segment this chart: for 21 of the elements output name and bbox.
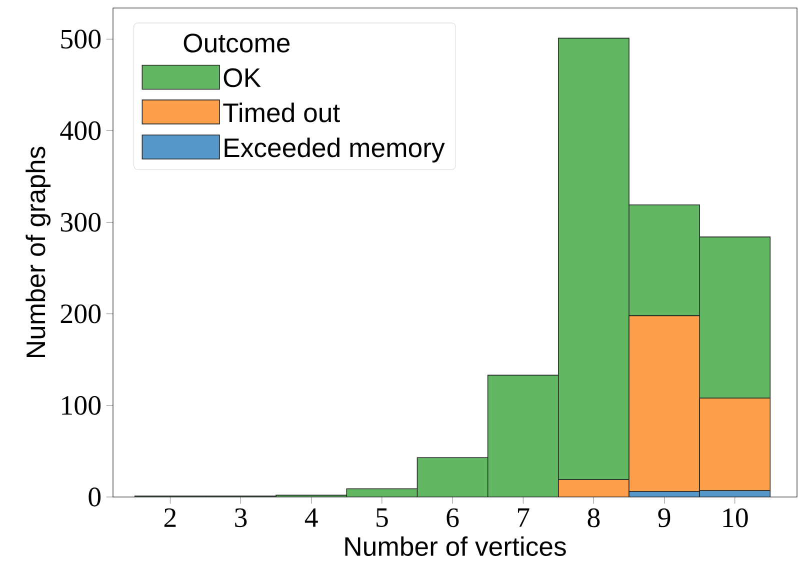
legend-label: Timed out bbox=[223, 102, 340, 122]
x-tick-label: 8 bbox=[588, 508, 600, 528]
x-tick-label: 2 bbox=[164, 508, 176, 527]
x-tick-label: 7 bbox=[518, 508, 530, 527]
y-tick-label: 200 bbox=[60, 304, 101, 324]
x-tick-label: 10 bbox=[723, 508, 748, 528]
legend-title: Outcome bbox=[184, 34, 290, 52]
x-tick-label: 3 bbox=[235, 508, 247, 528]
y-tick-label: 100 bbox=[62, 396, 101, 415]
x-tick-label: 6 bbox=[446, 508, 459, 528]
y-tick-label: 400 bbox=[60, 121, 101, 140]
y-tick-label: 500 bbox=[61, 30, 101, 49]
x-tick-label: 9 bbox=[658, 508, 670, 528]
y-tick-label: 0 bbox=[88, 488, 101, 506]
x-axis-title: Number of vertices bbox=[345, 536, 566, 556]
legend-label: OK bbox=[224, 68, 261, 88]
x-tick-label: 5 bbox=[376, 508, 388, 527]
legend-label: Exceeded memory bbox=[224, 138, 445, 163]
y-axis-title: Number of graphs bbox=[26, 146, 51, 358]
y-tick-label: 300 bbox=[60, 212, 101, 232]
x-tick-label: 4 bbox=[304, 508, 318, 527]
